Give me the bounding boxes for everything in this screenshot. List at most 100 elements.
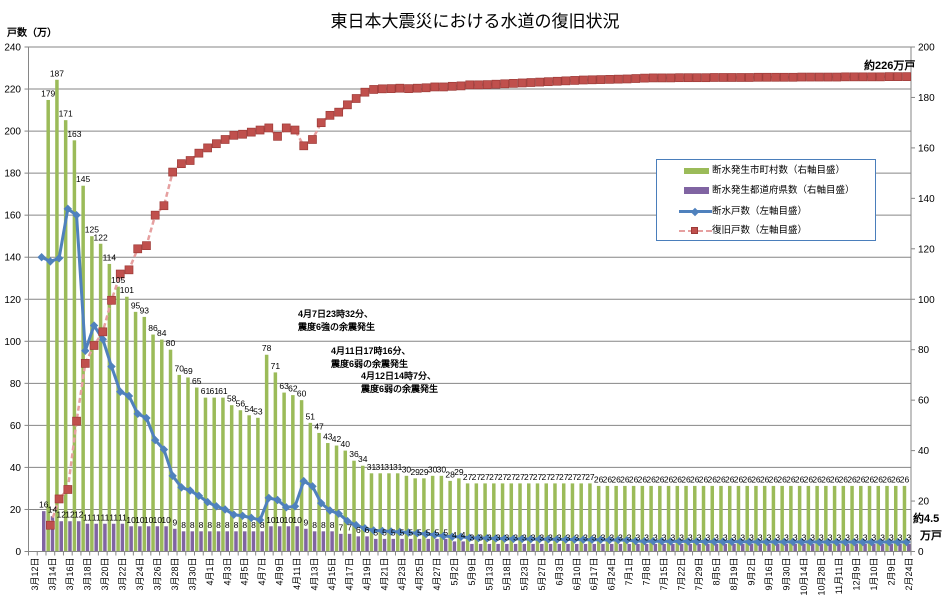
marker-cutoff-households: [526, 534, 536, 544]
data-label-prefectures: 8: [260, 520, 265, 530]
data-label-prefectures: 3: [802, 532, 807, 542]
right-axis-tick-label: 40: [918, 446, 930, 457]
marker-restored-households: [246, 127, 256, 137]
bar-prefectures: [470, 543, 474, 552]
bar-municipalities: [832, 485, 837, 552]
marker-restored-households: [430, 82, 440, 92]
data-label-prefectures: 5: [408, 527, 413, 537]
data-label-prefectures: 11: [83, 512, 92, 522]
marker-restored-households: [526, 78, 536, 87]
marker-restored-households: [369, 85, 378, 94]
bar-municipalities: [186, 377, 190, 552]
marker-cutoff-households: [413, 529, 422, 538]
bar-prefectures: [76, 521, 81, 552]
bar-prefectures: [408, 538, 413, 552]
x-tick-label: 8月5日: [712, 558, 722, 586]
data-label-municipalities: 26: [681, 474, 691, 484]
data-label-municipalities: 58: [227, 394, 237, 404]
bar-prefectures: [120, 523, 125, 552]
marker-cutoff-households: [517, 534, 527, 544]
bar-prefectures: [146, 526, 151, 552]
bar-prefectures: [837, 543, 841, 552]
bar-prefectures: [775, 543, 780, 552]
data-label-municipalities: 26: [699, 474, 709, 484]
bar-prefectures: [277, 526, 282, 552]
marker-restored-households: [587, 75, 597, 85]
bar-municipalities: [640, 485, 645, 552]
x-tick-label: 4月23日: [397, 558, 407, 591]
bar-prefectures: [601, 543, 605, 552]
data-label-prefectures: 3: [906, 532, 911, 542]
data-label-municipalities: 26: [821, 474, 831, 484]
marker-cutoff-households: [89, 321, 99, 330]
data-label-municipalities: 56: [236, 399, 246, 409]
square-marker-icon: [691, 227, 698, 234]
bar-municipalities: [395, 473, 400, 552]
bar-prefectures: [898, 543, 902, 552]
bar-municipalities: [483, 483, 487, 552]
data-label-prefectures: 3: [531, 532, 536, 542]
x-tick-label: 4月21日: [380, 558, 390, 591]
marker-cutoff-households: [771, 537, 780, 547]
data-label-prefectures: 12: [56, 510, 66, 520]
bar-prefectures: [129, 526, 133, 552]
bar-prefectures: [164, 526, 168, 552]
data-label-prefectures: 11: [118, 512, 127, 522]
bar-municipalities: [693, 485, 697, 552]
marker-restored-households: [745, 73, 754, 82]
marker-cutoff-households: [893, 537, 903, 547]
axes: 0 20 40 60 80 100 120 140 160 180 200 220 240 0 20 40 60…: [4, 43, 935, 596]
left-axis-tick-label: 80: [10, 379, 22, 390]
data-label-prefectures: 3: [662, 532, 667, 542]
x-tick-label: 12月9日: [851, 558, 861, 591]
bar-prefectures: [854, 543, 859, 552]
marker-cutoff-households: [317, 498, 326, 508]
bar-prefectures: [714, 543, 719, 552]
x-tick-label: 3月24日: [135, 558, 145, 591]
bar-municipalities: [55, 79, 59, 552]
bar-prefectures: [216, 531, 221, 552]
bar-municipalities: [762, 485, 767, 552]
marker-cutoff-households: [850, 537, 859, 547]
bar-prefectures: [173, 528, 177, 552]
data-label-municipalities: 84: [157, 328, 167, 338]
bar-prefectures: [531, 543, 535, 552]
marker-restored-households: [570, 76, 579, 85]
bar-prefectures: [42, 511, 46, 552]
bar-municipalities: [876, 485, 881, 552]
data-label-prefectures: 5: [382, 527, 387, 537]
x-tick-label: 11月11日: [834, 558, 844, 595]
marker-restored-households: [177, 159, 186, 169]
bar-municipalities: [509, 483, 514, 552]
marker-restored-households: [290, 125, 300, 135]
marker-restored-households: [675, 73, 684, 83]
data-label-municipalities: 26: [874, 474, 884, 484]
marker-cutoff-households: [858, 537, 868, 547]
data-label-prefectures: 5: [443, 527, 448, 537]
marker-cutoff-households: [351, 521, 361, 530]
marker-restored-households: [168, 167, 178, 177]
bar-prefectures: [548, 543, 553, 552]
left-axis-tick-label: 180: [4, 169, 21, 180]
marker-cutoff-households: [631, 536, 640, 546]
marker-restored-households: [281, 123, 291, 133]
data-label-municipalities: 27: [498, 472, 508, 482]
right-axis-tick-label: 0: [918, 547, 924, 558]
bar-municipalities: [885, 485, 889, 552]
x-tick-label: 5月18日: [502, 558, 512, 591]
marker-cutoff-households: [535, 534, 544, 544]
bar-municipalities: [806, 485, 811, 552]
bar-municipalities: [701, 485, 706, 552]
marker-cutoff-households: [902, 537, 911, 547]
data-label-municipalities: 27: [585, 472, 595, 482]
bar-municipalities: [378, 473, 382, 552]
marker-cutoff-households: [124, 391, 134, 401]
bar-municipalities: [727, 485, 732, 552]
marker-cutoff-households: [797, 537, 806, 547]
marker-cutoff-households: [605, 535, 614, 545]
marker-cutoff-households: [474, 533, 483, 543]
x-tick-label: 5月27日: [537, 558, 547, 591]
bar-series: [42, 79, 911, 552]
data-label-prefectures: 3: [470, 532, 475, 542]
bar-municipalities: [771, 485, 776, 552]
